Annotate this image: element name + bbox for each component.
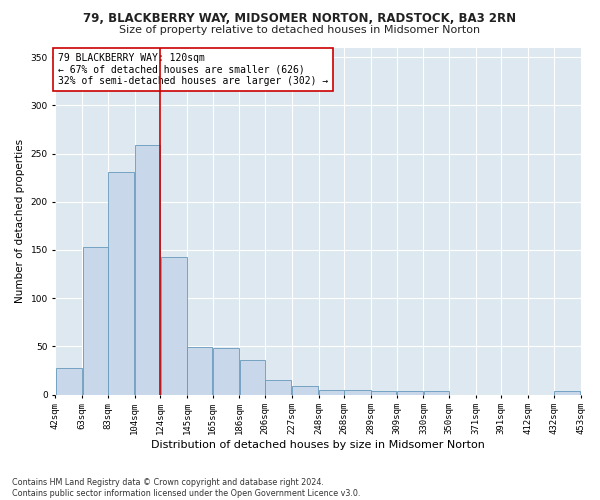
Bar (397, 390, 423, 394)
Bar (292, 386, 318, 394)
Bar (319, 390, 344, 394)
Bar (371, 390, 396, 394)
Text: Size of property relative to detached houses in Midsomer Norton: Size of property relative to detached ho… (119, 25, 481, 35)
Text: Contains HM Land Registry data © Crown copyright and database right 2024.
Contai: Contains HM Land Registry data © Crown c… (12, 478, 361, 498)
Bar (240, 360, 265, 394)
Bar (265, 380, 292, 394)
Bar (161, 256, 187, 394)
Bar (344, 390, 371, 394)
Bar (83, 247, 107, 394)
Bar (424, 390, 449, 394)
Text: 79 BLACKBERRY WAY: 120sqm
← 67% of detached houses are smaller (626)
32% of semi: 79 BLACKBERRY WAY: 120sqm ← 67% of detac… (58, 52, 328, 86)
Y-axis label: Number of detached properties: Number of detached properties (15, 139, 25, 303)
Bar (213, 348, 239, 395)
Bar (187, 348, 212, 395)
Bar (135, 145, 160, 394)
Bar (108, 172, 134, 394)
X-axis label: Distribution of detached houses by size in Midsomer Norton: Distribution of detached houses by size … (151, 440, 485, 450)
Bar (56, 368, 82, 394)
Bar (581, 390, 600, 394)
Bar (554, 390, 580, 394)
Text: 79, BLACKBERRY WAY, MIDSOMER NORTON, RADSTOCK, BA3 2RN: 79, BLACKBERRY WAY, MIDSOMER NORTON, RAD… (83, 12, 517, 26)
